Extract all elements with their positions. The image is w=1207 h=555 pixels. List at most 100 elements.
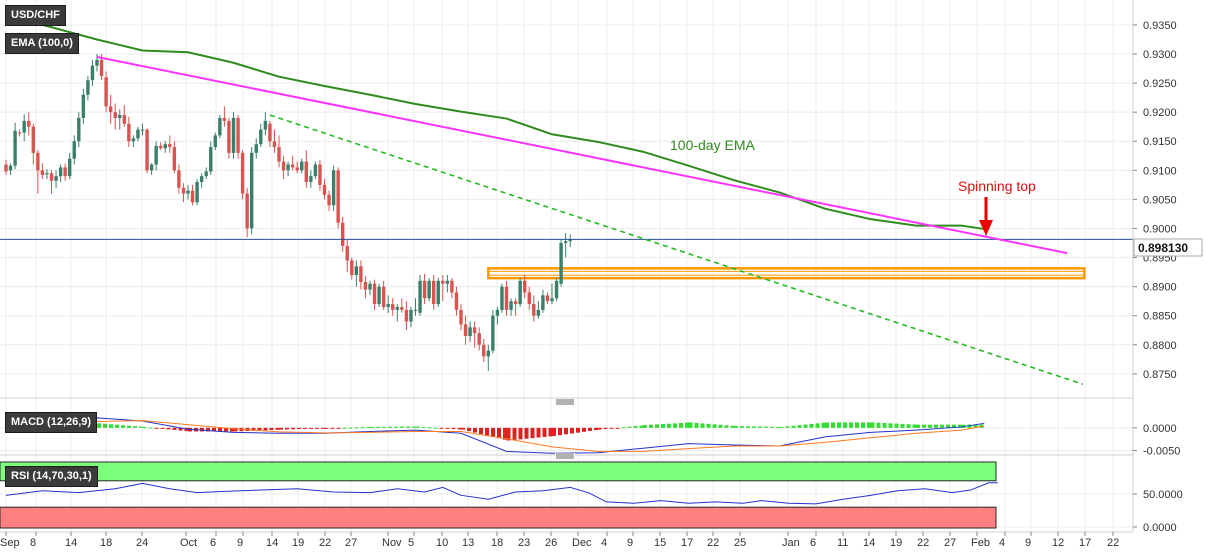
macd-hist-pos bbox=[354, 427, 359, 429]
macd-hist-pos bbox=[348, 427, 353, 429]
candle-bull bbox=[95, 59, 99, 66]
support-trendline bbox=[269, 114, 1084, 385]
macd-hist-neg bbox=[230, 427, 234, 432]
macd-hist-pos bbox=[946, 424, 950, 428]
pane-dividers bbox=[0, 0, 1134, 533]
x-tick-label: 9 bbox=[237, 537, 243, 549]
candle-bear bbox=[281, 161, 286, 171]
macd-hist-pos bbox=[388, 426, 392, 428]
macd-hist-neg bbox=[330, 427, 335, 429]
x-tick-label: 19 bbox=[890, 537, 902, 549]
macd-hist-pos bbox=[803, 424, 808, 428]
macd-hist-pos bbox=[894, 423, 899, 428]
candle-bear bbox=[99, 59, 104, 77]
macd-hist-neg bbox=[315, 427, 319, 429]
candle-bear bbox=[240, 152, 245, 194]
candle-bear bbox=[104, 77, 108, 107]
macd-hist-pos bbox=[121, 425, 125, 428]
macd-hist-neg bbox=[439, 427, 444, 429]
candle-bear bbox=[49, 173, 54, 181]
candle-bull bbox=[445, 280, 450, 284]
macd-hist-pos bbox=[870, 422, 875, 428]
macd-hist-neg bbox=[530, 427, 535, 439]
candle-bear bbox=[236, 117, 240, 153]
macd-hist-neg bbox=[570, 427, 574, 434]
macd-hist-neg bbox=[615, 427, 620, 429]
macd-indicator-label[interactable]: MACD (12,26,9) bbox=[5, 412, 98, 433]
candle-bull bbox=[213, 135, 217, 148]
macd-hist-pos bbox=[394, 426, 398, 428]
x-tick-label: 6 bbox=[810, 537, 816, 549]
candle-bear bbox=[350, 260, 354, 275]
candle-bull bbox=[77, 117, 81, 142]
x-tick-label: 6 bbox=[210, 537, 216, 549]
macd-hist-neg bbox=[285, 427, 289, 430]
x-tick-label: Oct bbox=[180, 537, 197, 549]
macd-hist-neg bbox=[473, 427, 477, 433]
candle-bear bbox=[272, 141, 277, 148]
macd-hist-pos bbox=[415, 426, 420, 428]
ema-indicator-label[interactable]: EMA (100,0) bbox=[5, 33, 79, 54]
candle-bear bbox=[391, 304, 395, 310]
candle-bear bbox=[4, 164, 8, 172]
candle-bear bbox=[290, 164, 295, 168]
y-tick-label: 0.9000 bbox=[1143, 223, 1177, 235]
candle-bull bbox=[486, 350, 490, 357]
macd-hist-neg bbox=[200, 427, 204, 432]
candle-bear bbox=[190, 190, 195, 203]
candle-bull bbox=[199, 176, 204, 182]
date-axis[interactable]: Sep 8 14 18 24 Oct 6 9 14 19 22 27 Nov 5 10 13 18 23 26 Dec… bbox=[0, 532, 1119, 549]
macd-hist-neg bbox=[257, 427, 262, 431]
macd-hist-pos bbox=[940, 424, 944, 428]
rsi-indicator-label[interactable]: RSI (14,70,30,1) bbox=[5, 466, 98, 487]
rsi-axis: 50.0000 0.0000 bbox=[1133, 489, 1183, 534]
y-tick-label: 0.8900 bbox=[1143, 282, 1177, 294]
candle-bull bbox=[13, 130, 17, 166]
macd-hist-pos bbox=[958, 424, 962, 428]
x-tick-label: 14 bbox=[863, 537, 875, 549]
candle-bull bbox=[377, 286, 381, 305]
macd-hist-neg bbox=[303, 427, 307, 429]
macd-resize-handle[interactable] bbox=[555, 399, 575, 405]
macd-hist-pos bbox=[809, 423, 814, 428]
candle-bull bbox=[136, 129, 140, 139]
y-tick-label: 0.9100 bbox=[1143, 165, 1177, 177]
macd-hist-pos bbox=[740, 426, 744, 428]
macd-hist-pos bbox=[661, 424, 665, 428]
macd-hist-pos bbox=[734, 426, 738, 428]
spinning-top-annotation: Spinning top bbox=[958, 178, 1036, 194]
macd-hist-pos bbox=[882, 423, 887, 428]
candle-bull bbox=[209, 147, 213, 172]
macd-hist-pos bbox=[649, 424, 653, 428]
x-tick-label: 9 bbox=[627, 537, 633, 549]
candle-bull bbox=[58, 167, 63, 177]
candle-bear bbox=[295, 167, 299, 171]
support-zone[interactable] bbox=[487, 267, 1086, 280]
macd-hist-pos bbox=[142, 426, 147, 428]
candle-bull bbox=[54, 176, 58, 181]
candle-bull bbox=[309, 176, 313, 182]
macd-hist-neg bbox=[594, 427, 598, 431]
macd-hist-neg bbox=[172, 427, 177, 430]
macd-hist-pos bbox=[831, 422, 835, 428]
macd-hist-pos bbox=[133, 426, 137, 428]
macd-plot bbox=[5, 417, 985, 454]
macd-hist-pos bbox=[916, 424, 920, 428]
price-axis[interactable]: 0.87500.88000.88500.89000.89500.90000.90… bbox=[1133, 20, 1177, 381]
candle-bull bbox=[154, 145, 158, 165]
x-tick-label: Dec bbox=[572, 537, 592, 549]
candle-bull bbox=[436, 280, 440, 305]
macd-hist-neg bbox=[548, 427, 553, 437]
rsi-resize-handle[interactable] bbox=[555, 453, 575, 459]
candle-bear bbox=[145, 129, 149, 171]
macd-hist-pos bbox=[706, 423, 711, 428]
x-tick-label: Sep bbox=[0, 537, 20, 549]
candle-bear bbox=[113, 112, 117, 118]
candle-bear bbox=[422, 280, 427, 299]
candle-bull bbox=[559, 243, 563, 284]
instrument-label[interactable]: USD/CHF bbox=[5, 5, 66, 26]
candle-bear bbox=[318, 164, 322, 185]
macd-hist-neg bbox=[178, 427, 183, 431]
candle-bull bbox=[140, 129, 145, 131]
